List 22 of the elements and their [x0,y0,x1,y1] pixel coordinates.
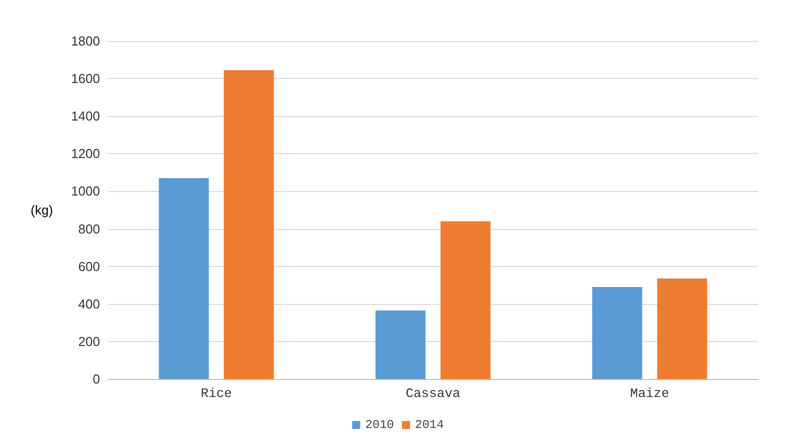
legend-label: 2010 [365,418,394,432]
x-tick-label: Maize [630,386,670,401]
bar [158,178,209,379]
bar [376,310,426,379]
y-tick-label: 1200 [71,146,100,162]
y-axis-title: (kg) [30,202,53,218]
legend-label: 2014 [415,418,444,432]
y-tick-label: 400 [78,296,100,312]
y-tick-label: 1400 [71,108,100,124]
y-tick-label: 600 [78,258,100,274]
bar [592,286,642,379]
y-tick-label: 200 [78,334,100,349]
bar [440,221,490,379]
y-tick-label: 0 [92,372,100,386]
x-tick-label: Cassava [406,386,461,401]
y-tick-label: 800 [78,221,100,236]
x-tick-label: Rice [200,386,232,401]
bar [657,278,708,379]
y-tick-label: 1800 [71,34,100,48]
y-tick-label: 1000 [71,184,100,199]
bar [224,70,274,379]
y-tick-label: 1600 [71,71,100,86]
